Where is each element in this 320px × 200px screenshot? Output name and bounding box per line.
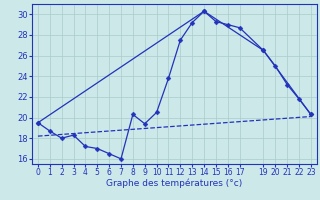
X-axis label: Graphe des températures (°c): Graphe des températures (°c) <box>106 179 243 188</box>
